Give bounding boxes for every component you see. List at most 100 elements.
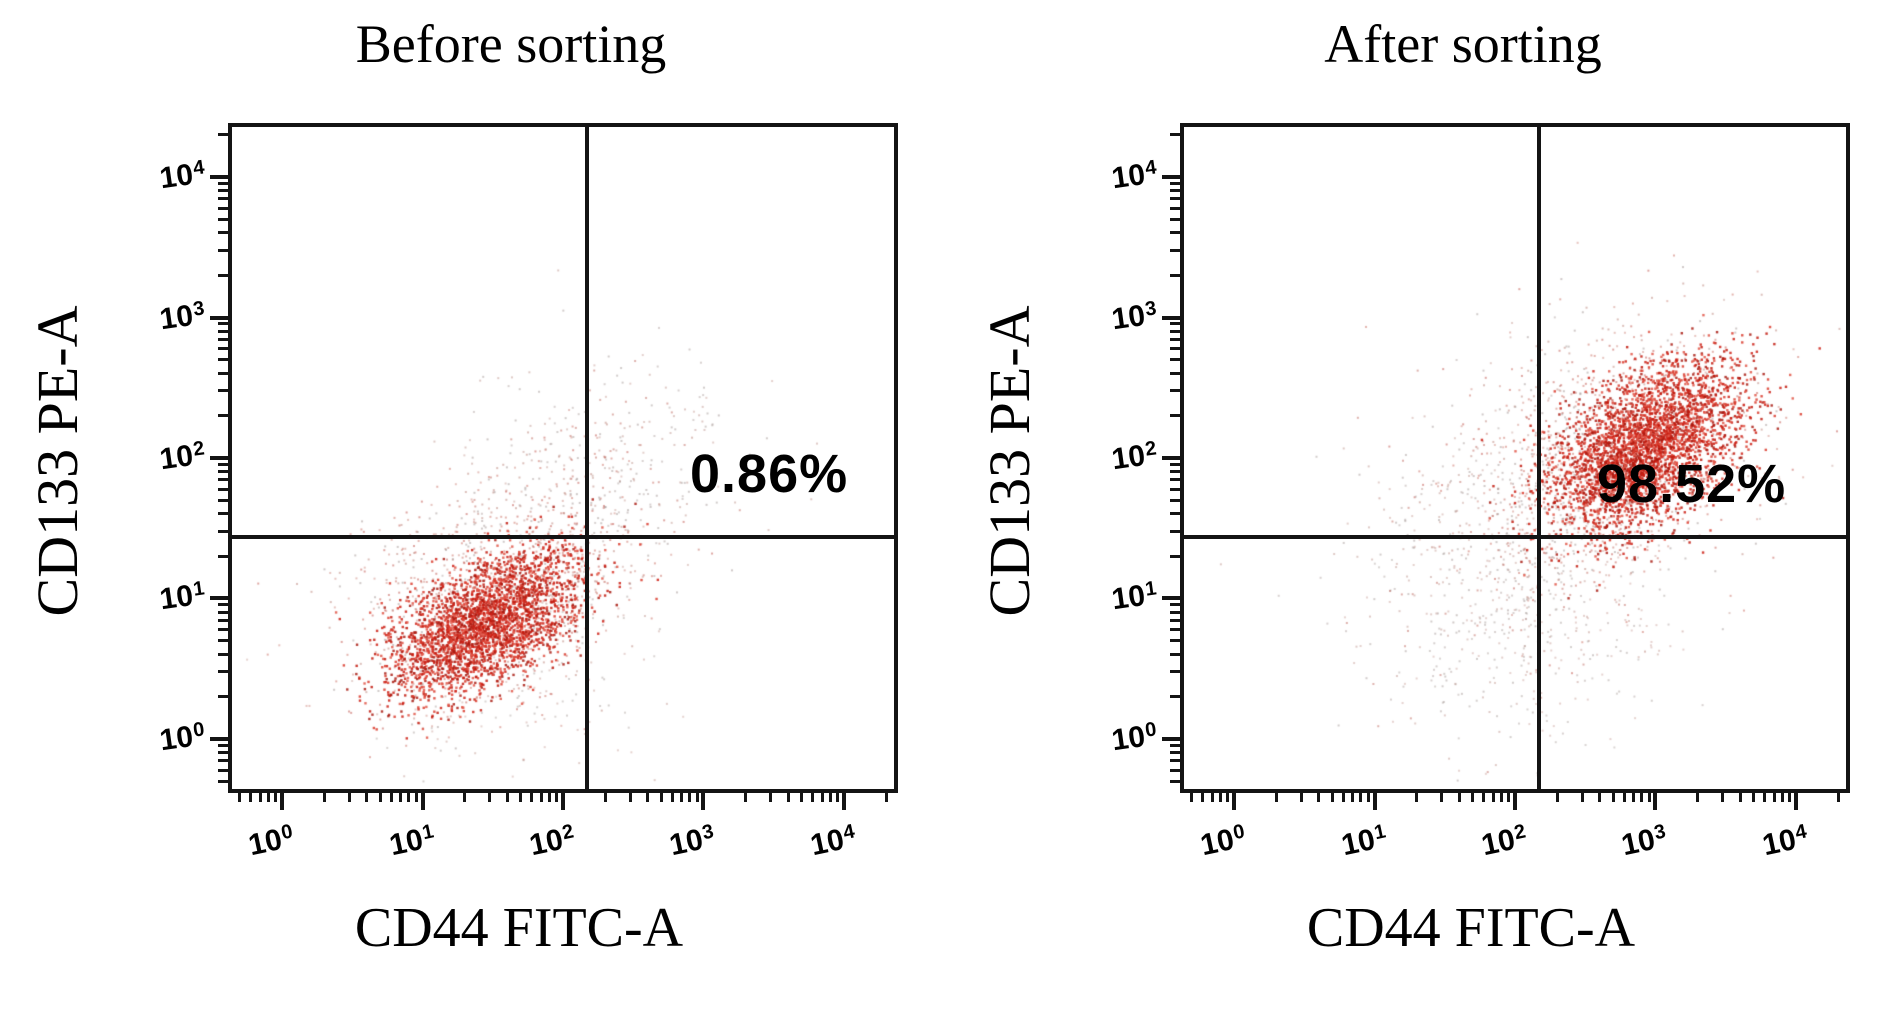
y-minor-tick: [218, 414, 228, 418]
x-minor-tick: [274, 792, 278, 802]
quadrant-gate-vertical-line: [584, 127, 589, 789]
x-major-tick: [1653, 792, 1658, 810]
x-minor-tick: [1788, 792, 1792, 802]
y-minor-tick: [218, 358, 228, 362]
x-minor-tick: [680, 792, 684, 802]
x-minor-tick: [539, 792, 543, 802]
x-major-tick: [280, 792, 284, 810]
y-minor-tick: [218, 743, 228, 747]
y-minor-tick: [1170, 498, 1180, 502]
y-minor-tick: [218, 462, 228, 466]
x-minor-tick: [836, 792, 840, 802]
x-tick-label: 100: [245, 820, 295, 863]
y-tick-label: 104: [1109, 156, 1158, 196]
x-minor-tick: [1341, 792, 1345, 802]
x-minor-tick: [1440, 792, 1444, 802]
x-tick-label: 104: [807, 820, 857, 863]
y-minor-tick: [1170, 743, 1180, 747]
x-minor-tick: [378, 792, 382, 802]
y-minor-tick: [218, 181, 228, 185]
y-minor-tick: [218, 759, 228, 763]
y-minor-tick: [1170, 652, 1180, 656]
y-minor-tick: [218, 322, 228, 326]
y-minor-tick: [1170, 670, 1180, 674]
y-minor-tick: [1170, 358, 1180, 362]
x-minor-tick: [519, 792, 523, 802]
x-minor-tick: [1299, 792, 1303, 802]
x-minor-tick: [1274, 792, 1278, 802]
x-minor-tick: [1555, 792, 1559, 802]
x-minor-tick: [744, 792, 748, 802]
x-minor-tick: [1507, 792, 1511, 802]
x-minor-tick: [820, 792, 824, 802]
x-minor-tick: [1580, 792, 1584, 802]
y-tick-label: 102: [157, 437, 206, 477]
x-minor-tick: [407, 792, 411, 802]
y-minor-tick: [1170, 779, 1180, 783]
x-minor-tick: [1752, 792, 1756, 802]
y-minor-tick: [1170, 329, 1180, 333]
x-minor-tick: [1201, 792, 1205, 802]
x-minor-tick: [811, 792, 815, 802]
x-tick-label: 103: [667, 820, 717, 863]
y-minor-tick: [218, 628, 228, 632]
x-minor-tick: [347, 792, 351, 802]
y-minor-tick: [1170, 197, 1180, 201]
x-minor-tick: [1226, 792, 1230, 802]
x-minor-tick: [1218, 792, 1222, 802]
x-minor-tick: [1190, 792, 1194, 802]
y-minor-tick: [1170, 478, 1180, 482]
y-minor-tick: [1170, 462, 1180, 466]
y-minor-tick: [1170, 554, 1180, 558]
y-major-tick: [210, 736, 228, 741]
y-minor-tick: [1170, 639, 1180, 643]
x-minor-tick: [1330, 792, 1334, 802]
x-minor-tick: [488, 792, 492, 802]
x-minor-tick: [670, 792, 674, 802]
y-minor-tick: [1170, 512, 1180, 516]
x-minor-tick: [1772, 792, 1776, 802]
y-minor-tick: [1170, 337, 1180, 341]
x-minor-tick: [365, 792, 369, 802]
y-minor-tick: [218, 197, 228, 201]
x-minor-tick: [628, 792, 632, 802]
y-axis-label: CD133 PE-A: [977, 305, 1042, 617]
x-minor-tick: [786, 792, 790, 802]
y-minor-tick: [218, 768, 228, 772]
y-tick-label: 101: [1109, 577, 1158, 617]
y-major-tick: [1162, 456, 1180, 460]
y-major-tick: [210, 315, 228, 320]
x-minor-tick: [695, 792, 699, 802]
x-minor-tick: [1696, 792, 1700, 802]
y-minor-tick: [1170, 529, 1180, 533]
x-minor-tick: [463, 792, 467, 802]
x-minor-tick: [1647, 792, 1651, 802]
x-minor-tick: [322, 792, 326, 802]
y-major-tick: [210, 175, 228, 179]
x-minor-tick: [555, 792, 559, 802]
y-minor-tick: [218, 529, 228, 533]
x-tick-label: 103: [1619, 820, 1669, 863]
y-minor-tick: [218, 487, 228, 491]
y-major-tick: [1162, 315, 1180, 320]
x-minor-tick: [414, 792, 418, 802]
y-minor-tick: [1170, 217, 1180, 221]
y-minor-tick: [1170, 487, 1180, 491]
y-minor-tick: [1170, 133, 1180, 137]
x-tick-label: 101: [386, 820, 436, 863]
x-minor-tick: [1721, 792, 1725, 802]
y-tick-label: 100: [157, 718, 206, 758]
y-minor-tick: [1170, 181, 1180, 185]
y-major-tick: [1162, 736, 1180, 741]
x-tick-label: 102: [526, 820, 576, 863]
x-minor-tick: [884, 792, 888, 802]
y-tick-label: 103: [157, 296, 206, 336]
y-minor-tick: [218, 470, 228, 474]
y-tick-label: 104: [157, 156, 206, 196]
x-major-tick: [841, 792, 846, 810]
x-major-tick: [701, 792, 706, 810]
y-minor-tick: [218, 610, 228, 614]
x-minor-tick: [1632, 792, 1636, 802]
x-minor-tick: [1622, 792, 1626, 802]
y-minor-tick: [218, 670, 228, 674]
